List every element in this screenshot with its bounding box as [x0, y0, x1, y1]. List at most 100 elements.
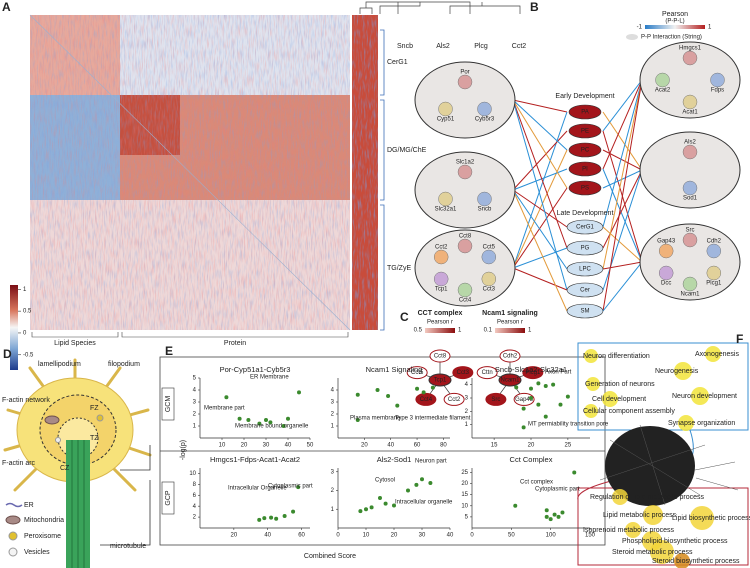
complex-legend: Pearson r	[427, 320, 453, 326]
y-axis-label: -log(p)	[180, 440, 187, 460]
x-tick-label: 40	[387, 443, 394, 449]
point	[420, 477, 424, 482]
point	[544, 514, 549, 519]
go-term: Steroid metabolic process	[612, 549, 693, 556]
go-term: Phospholipid biosynthetic process	[622, 538, 728, 545]
network-edge	[512, 168, 568, 191]
lipid-node	[566, 282, 604, 298]
point	[269, 515, 274, 520]
network-edge	[602, 79, 643, 312]
annotation: Membrane bound organelle	[235, 424, 309, 430]
gene-node	[438, 191, 453, 207]
top-label: Als2	[436, 43, 450, 50]
x-tick-label: 100	[546, 533, 557, 539]
lipid-label: LPC	[579, 267, 591, 273]
network-edge	[512, 99, 568, 151]
gene-label: Cdh2	[707, 239, 722, 245]
y-tick-label: 2	[465, 409, 469, 415]
complex-node	[452, 366, 474, 380]
point	[414, 482, 419, 487]
point	[264, 418, 268, 422]
annotation: Axon Part	[545, 370, 572, 376]
point	[395, 403, 400, 408]
point	[257, 517, 262, 522]
row-group-label: DG/MG/ChE	[387, 147, 427, 154]
gene-label: Cct4	[459, 298, 472, 304]
point	[560, 510, 565, 515]
chart-title: Sncb-Slc1a2-Slc32a1	[495, 365, 567, 374]
complex-hub-label: Ncam1	[500, 378, 520, 384]
y-tick-label: 5	[193, 376, 197, 382]
y-tick-label: 1	[465, 422, 469, 428]
lipid-node	[566, 240, 604, 256]
lipid-label: PG	[581, 246, 590, 252]
annotation: Cytosol	[375, 478, 395, 484]
complex-hub-label: Tcp1	[434, 378, 447, 384]
complex-node-label: Cct5	[411, 370, 424, 376]
cell-legend-label: ER	[24, 502, 34, 509]
go-bubble	[612, 489, 628, 505]
gene-node	[706, 265, 722, 281]
point	[543, 384, 548, 388]
group-label: Late Development	[557, 210, 614, 217]
point	[552, 512, 557, 517]
y-tick-label: 20	[461, 481, 468, 487]
network-edge	[512, 111, 568, 269]
y-tick-label: 3	[331, 469, 335, 475]
x-tick-label: 50	[307, 443, 314, 449]
point	[521, 406, 526, 411]
chart-title: Als2-Sod1	[377, 455, 412, 464]
annotation: Cytoplasmic part	[535, 487, 580, 493]
network-edge	[512, 99, 568, 291]
chart-title: Hmgcs1-Fdps-Acat1-Acat2	[210, 455, 300, 464]
point	[551, 382, 556, 387]
lipid-label: PS	[581, 186, 589, 192]
gene-node	[682, 50, 698, 66]
complex-node	[406, 366, 428, 380]
complex-title: Ncam1 signaling	[482, 310, 538, 317]
cell-legend-label: Vesicles	[24, 549, 50, 556]
y-tick-label: 3	[193, 400, 197, 406]
annotation: Cct complex	[520, 480, 553, 486]
complex-node-label: Gap43	[515, 397, 534, 403]
y-tick-label: 4	[193, 388, 197, 394]
x-tick-label: 30	[263, 443, 270, 449]
point	[556, 514, 561, 519]
go-bubble	[586, 377, 600, 391]
cell-label: TZ	[90, 435, 99, 442]
go-bubble	[584, 349, 598, 363]
cluster	[414, 61, 516, 139]
x-tick-label: 20	[361, 443, 368, 449]
x-tick-label: 20	[528, 443, 535, 449]
point	[386, 394, 391, 398]
complex-node	[443, 392, 465, 406]
complex-node-label: Src	[491, 397, 500, 403]
gene-node	[655, 72, 670, 88]
x-label: Protein	[224, 340, 246, 347]
complex-node-label: Cct4	[420, 397, 433, 403]
point	[392, 503, 396, 508]
gene-label: Cyb5r3	[475, 117, 495, 123]
cell-label: FZ	[90, 405, 99, 412]
cell-diagram	[3, 358, 152, 568]
y-tick-label: 2	[331, 488, 335, 494]
gene-node	[658, 265, 674, 281]
x-tick-label: 0	[336, 533, 340, 539]
go-term: Neurogenesis	[655, 368, 699, 375]
go-bubble	[705, 346, 721, 362]
y-tick-label: 1	[331, 424, 335, 430]
complex-node-label: Cct3	[457, 370, 470, 376]
point	[383, 501, 388, 506]
complex-node-label: Cttn	[482, 370, 493, 376]
x-tick-label: 20	[241, 443, 248, 449]
gene-node	[457, 282, 473, 298]
gene-node	[477, 191, 492, 207]
network-edge	[512, 99, 568, 189]
point	[257, 421, 262, 426]
go-bubble	[691, 387, 709, 405]
x-tick-label: 10	[219, 443, 226, 449]
point	[262, 516, 267, 521]
network-edge	[512, 187, 568, 269]
heatmap	[10, 1, 521, 370]
colorbar-tick-label: 1	[23, 287, 27, 293]
